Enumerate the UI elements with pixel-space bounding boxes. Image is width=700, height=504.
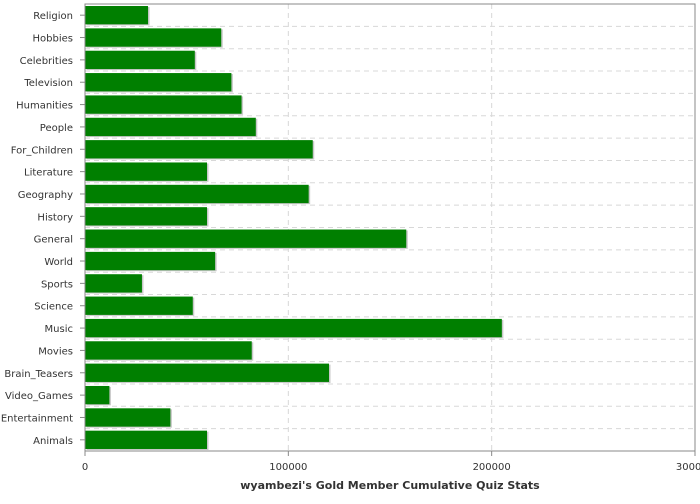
category-label: Video_Games: [5, 391, 73, 402]
category-label: Brain_Teasers: [4, 369, 73, 380]
plot-area-border: [84, 3, 696, 452]
ticks: [80, 14, 696, 456]
category-label: Television: [23, 78, 73, 89]
bar-people: [85, 117, 256, 137]
category-label: Celebrities: [20, 56, 73, 67]
bar-television: [85, 73, 232, 92]
bar-music: [85, 318, 502, 338]
category-label: Movies: [38, 346, 73, 357]
category-label: For_Children: [11, 145, 73, 156]
category-label: Religion: [33, 11, 73, 22]
category-label: Humanities: [16, 101, 73, 112]
category-label: Sports: [41, 279, 73, 290]
bar-for-children: [85, 140, 313, 159]
bar-brain-teasers: [85, 363, 329, 382]
x-tick-label: 0: [82, 462, 88, 473]
grid-lines: [85, 4, 696, 451]
category-label: Music: [45, 324, 73, 335]
category-label: Science: [34, 302, 73, 313]
category-label: General: [34, 235, 73, 246]
bar-hobbies: [85, 28, 222, 47]
plot-frame: [84, 3, 696, 452]
bar-science: [85, 296, 193, 315]
bar-geography: [85, 184, 309, 204]
category-label: People: [40, 123, 73, 134]
x-tick-label: 100000: [269, 462, 307, 473]
x-tick-labels: 0 100000 200000 300000: [82, 462, 700, 473]
bar-sports: [85, 274, 142, 293]
bar-animals: [85, 430, 207, 449]
category-label: Hobbies: [33, 34, 73, 45]
category-label: Literature: [24, 168, 73, 179]
category-labels: Religion Hobbies Celebrities Television Huma…: [1, 11, 73, 447]
bar-movies: [85, 341, 252, 360]
bar-religion: [85, 6, 149, 25]
x-axis-title: wyambezi's Gold Member Cumulative Quiz S…: [240, 479, 540, 492]
category-label: History: [37, 212, 73, 223]
bar-history: [85, 207, 207, 226]
category-label: World: [44, 257, 73, 268]
x-tick-label: 300000: [676, 462, 700, 473]
bar-celebrities: [85, 50, 195, 70]
x-tick-label: 200000: [473, 462, 511, 473]
bar-video-games: [85, 385, 110, 405]
bar-entertainment: [85, 408, 171, 427]
bar-world: [85, 251, 216, 271]
category-label: Geography: [18, 190, 73, 201]
bar-humanities: [85, 95, 242, 114]
category-label: Animals: [33, 436, 73, 447]
bar-general: [85, 229, 407, 248]
bar-literature: [85, 162, 207, 181]
bars: [85, 6, 504, 450]
category-label: Entertainment: [1, 413, 73, 424]
